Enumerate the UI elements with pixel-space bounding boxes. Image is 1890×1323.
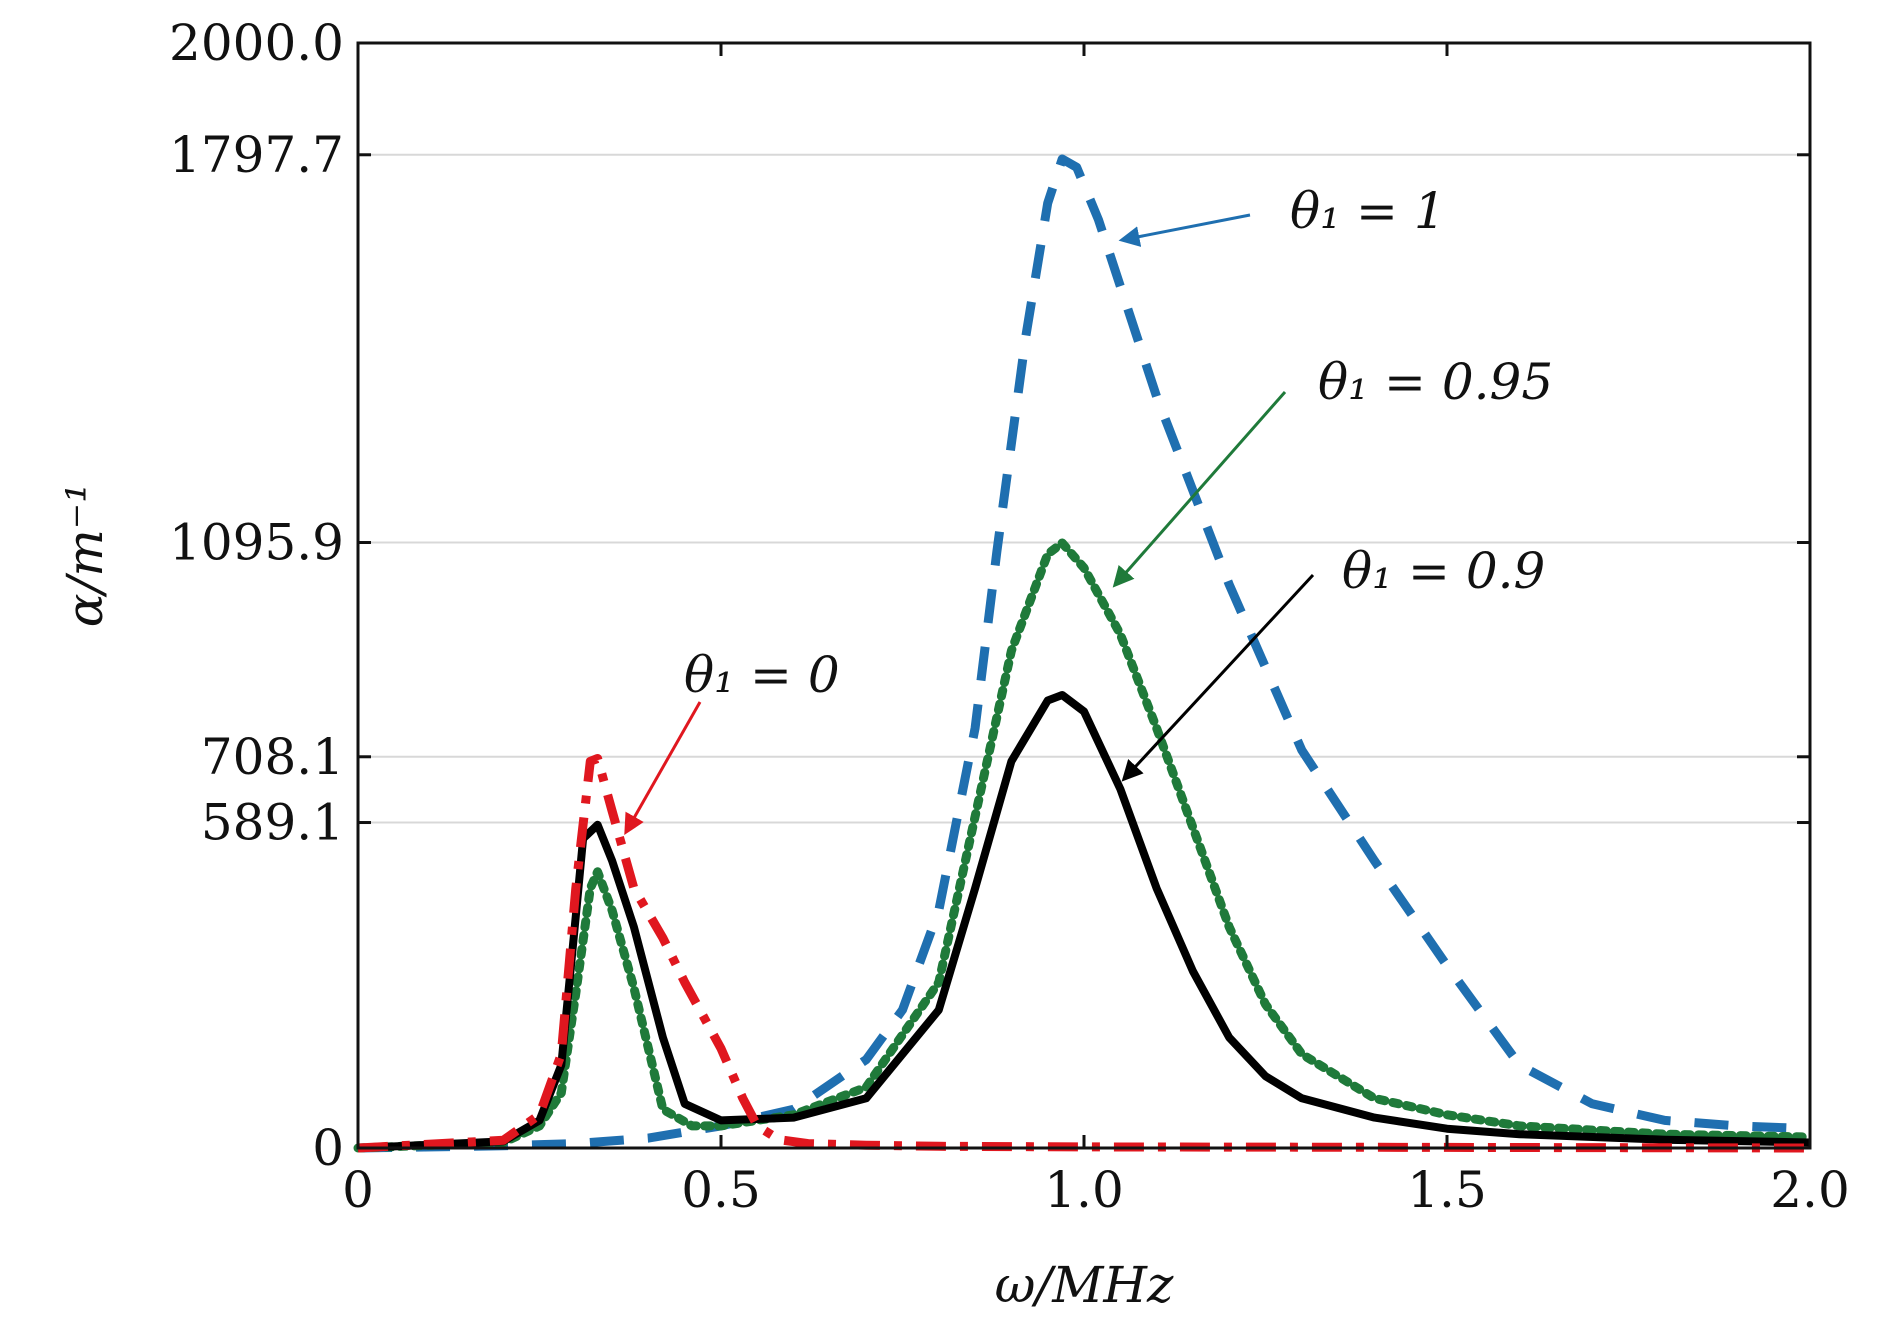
annotation-label-theta-09: θ₁ = 0.9: [1342, 542, 1545, 600]
x-tick-label: 1.5: [1407, 1161, 1487, 1219]
y-tick-label: 1095.9: [169, 514, 344, 572]
y-axis-title: α/m⁻¹: [56, 483, 114, 627]
annotation-arrow-theta-09: [1121, 573, 1315, 782]
series-line--0-95: [353, 538, 1815, 1153]
x-tick-label: 0.5: [681, 1161, 761, 1219]
grid-layer: [358, 153, 1810, 824]
x-axis-title: ω/MHz: [995, 1256, 1174, 1314]
x-tick-label: 2.0: [1770, 1161, 1850, 1219]
series-layer: [353, 154, 1815, 1153]
y-tick-label: 2000.0: [169, 14, 344, 72]
y-tick-label: 708.1: [201, 728, 344, 786]
series-line--0: [357, 754, 1811, 1153]
annotation-label-theta-0: θ₁ = 0: [684, 646, 840, 704]
annotation-arrow-theta-1: [1118, 213, 1251, 247]
y-tick-label: 0: [312, 1119, 344, 1177]
annotation-label-theta-095: θ₁ = 0.95: [1318, 353, 1553, 411]
annotation-layer: θ₁ = 1 θ₁ = 0.95 θ₁ = 0.9 θ₁ = 0: [624, 182, 1553, 836]
annotation-arrow-theta-0: [624, 701, 702, 836]
series-line--1: [357, 154, 1811, 1153]
series-line--0-9: [357, 691, 1811, 1152]
ticks-layer: [356, 41, 1812, 1150]
tick-labels-layer: 0 589.1 708.1 1095.9 1797.7 2000.0 0 0.5 1.0 1.5 2…: [169, 14, 1850, 1219]
y-tick-label: 1797.7: [169, 126, 344, 184]
annotation-label-theta-1: θ₁ = 1: [1290, 182, 1446, 240]
annotation-arrow-theta-095: [1112, 391, 1287, 588]
x-tick-label: 0: [342, 1161, 374, 1219]
y-tick-label: 589.1: [201, 794, 344, 852]
x-tick-label: 1.0: [1044, 1161, 1124, 1219]
